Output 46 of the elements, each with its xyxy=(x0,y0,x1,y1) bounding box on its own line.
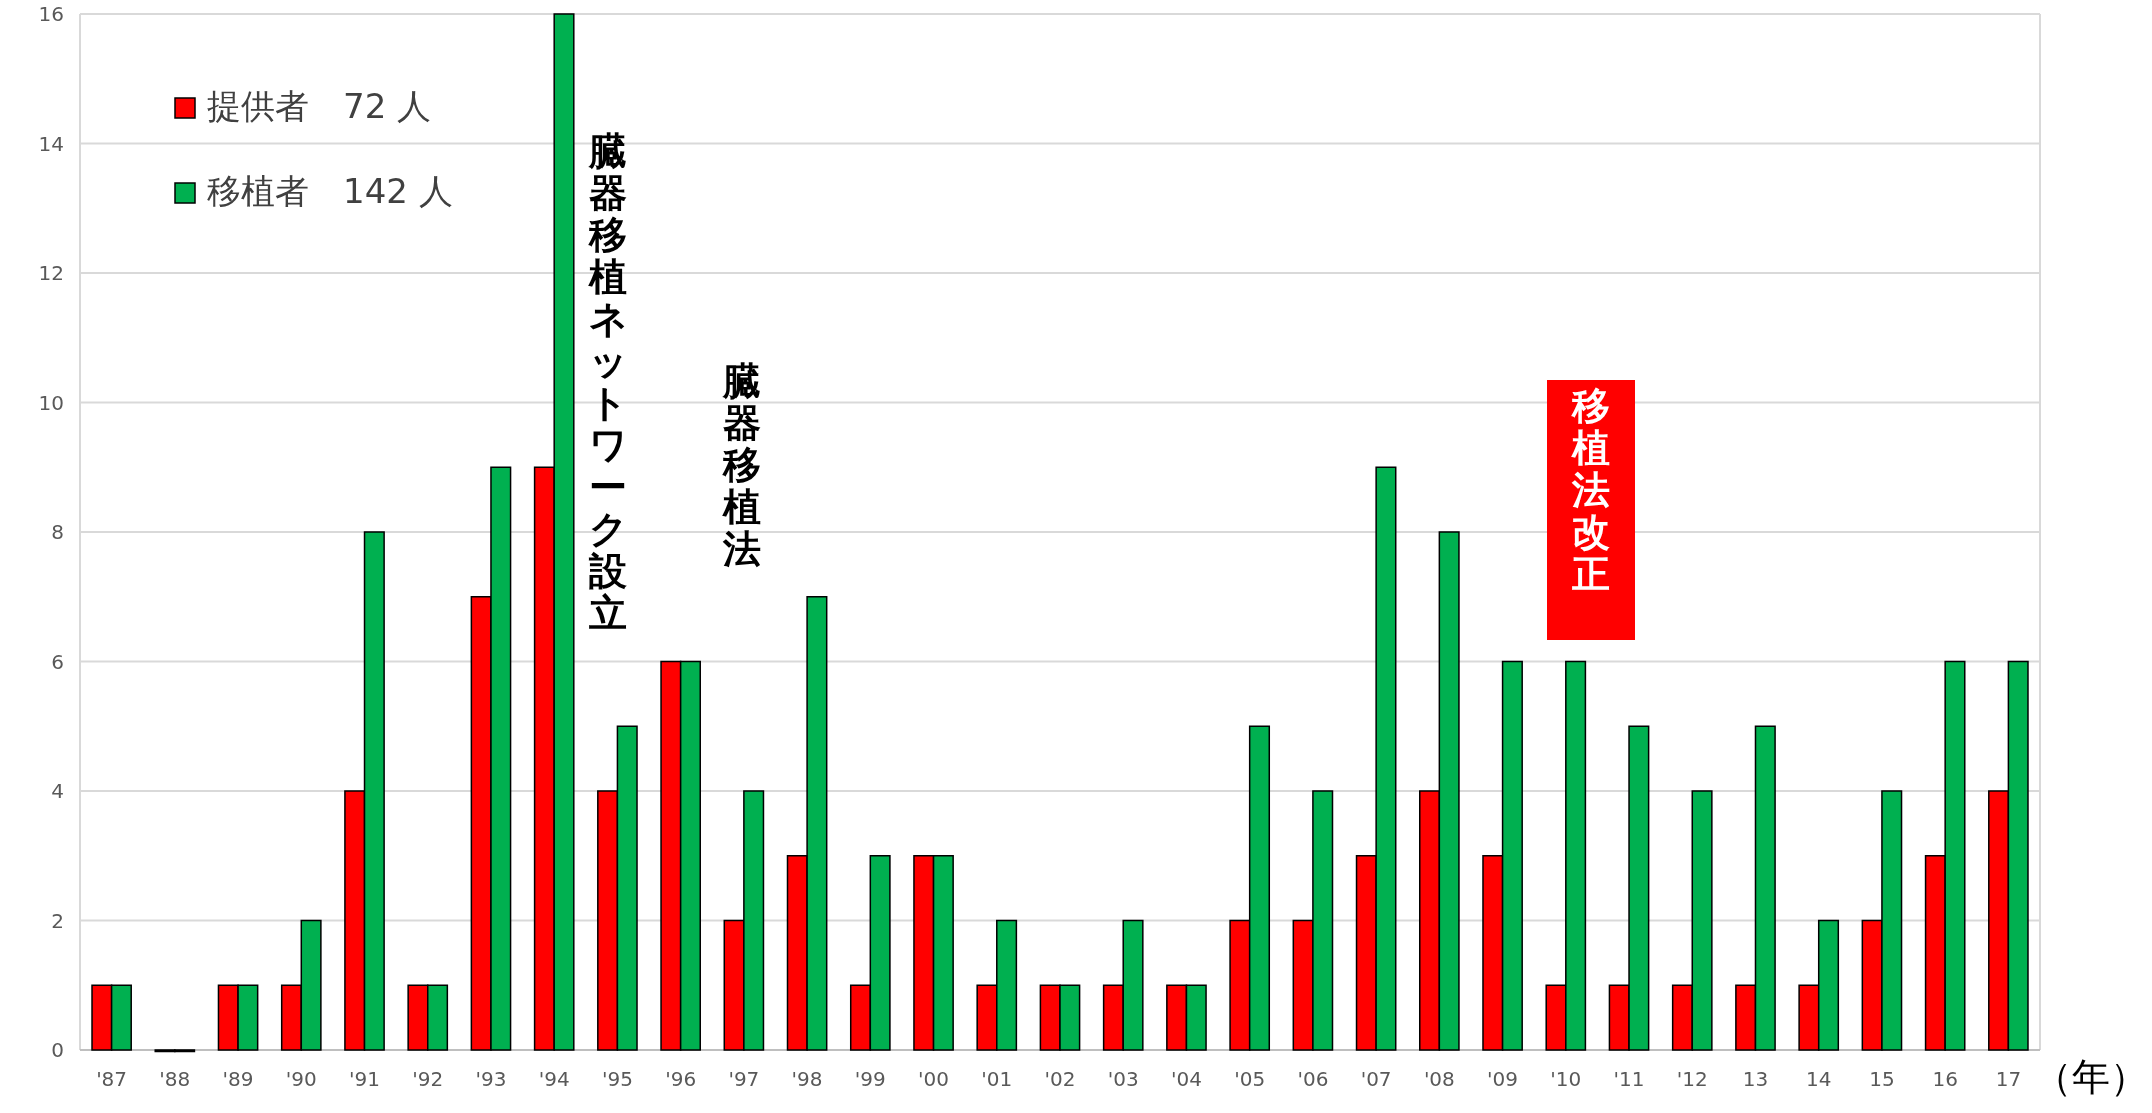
x-tick-label: '05 xyxy=(1234,1067,1266,1091)
x-tick-label: '07 xyxy=(1360,1067,1392,1091)
y-tick-label: 14 xyxy=(38,131,64,156)
y-tick-label: 2 xyxy=(51,908,64,933)
y-tick-label: 8 xyxy=(51,520,64,544)
x-tick-label: '09 xyxy=(1487,1067,1519,1091)
y-tick-label: 4 xyxy=(51,779,64,803)
x-tick-label: '97 xyxy=(728,1067,760,1091)
annotation: 臓器移植法 xyxy=(722,359,761,571)
x-tick-label: '10 xyxy=(1550,1067,1582,1091)
x-tick-label: 17 xyxy=(1995,1067,2022,1091)
x-tick-label: '04 xyxy=(1170,1067,1202,1091)
x-tick-label: '90 xyxy=(285,1067,317,1091)
text: 臓器移植ネットワーク設立 xyxy=(588,129,628,635)
x-tick-label: '08 xyxy=(1423,1067,1455,1091)
y-tick-label: 12 xyxy=(38,261,64,285)
x-tick-label: '00 xyxy=(918,1067,950,1091)
x-tick-label: 13 xyxy=(1742,1067,1769,1091)
x-tick-label: '88 xyxy=(159,1067,191,1091)
x-tick-label: 15 xyxy=(1869,1067,1895,1091)
x-tick-label: '99 xyxy=(854,1067,886,1091)
legend-label: 提供者 72 人 xyxy=(207,86,432,126)
x-tick-label: '03 xyxy=(1107,1067,1139,1091)
annotation: 移植法改正 xyxy=(1571,384,1610,596)
x-tick-label: '02 xyxy=(1044,1067,1076,1091)
x-tick-label: '11 xyxy=(1613,1067,1645,1091)
x-tick-label: '95 xyxy=(601,1067,633,1091)
x-tick-label: '01 xyxy=(981,1067,1013,1091)
x-tick-label: 16 xyxy=(1932,1067,1958,1091)
y-tick-label: 0 xyxy=(51,1038,64,1062)
x-tick-label: '91 xyxy=(349,1067,380,1091)
x-axis-title: （年） xyxy=(2034,1055,2148,1099)
x-tick-label: '98 xyxy=(791,1067,823,1091)
x-tick-label: '92 xyxy=(412,1067,444,1091)
x-tick-label: '06 xyxy=(1297,1067,1329,1091)
y-tick-label: 16 xyxy=(38,2,64,26)
x-tick-label: '93 xyxy=(475,1067,507,1091)
x-tick-label: '96 xyxy=(665,1067,697,1091)
x-tick-label: '12 xyxy=(1676,1067,1708,1091)
y-tick-label: 6 xyxy=(51,649,64,674)
legend-label: 移植者 142 人 xyxy=(207,171,453,211)
x-tick-label: '87 xyxy=(96,1067,128,1091)
x-tick-label: '89 xyxy=(222,1067,254,1091)
x-tick-label: 14 xyxy=(1805,1067,1832,1091)
y-tick-label: 10 xyxy=(38,390,64,415)
x-tick-label: '94 xyxy=(538,1067,570,1091)
